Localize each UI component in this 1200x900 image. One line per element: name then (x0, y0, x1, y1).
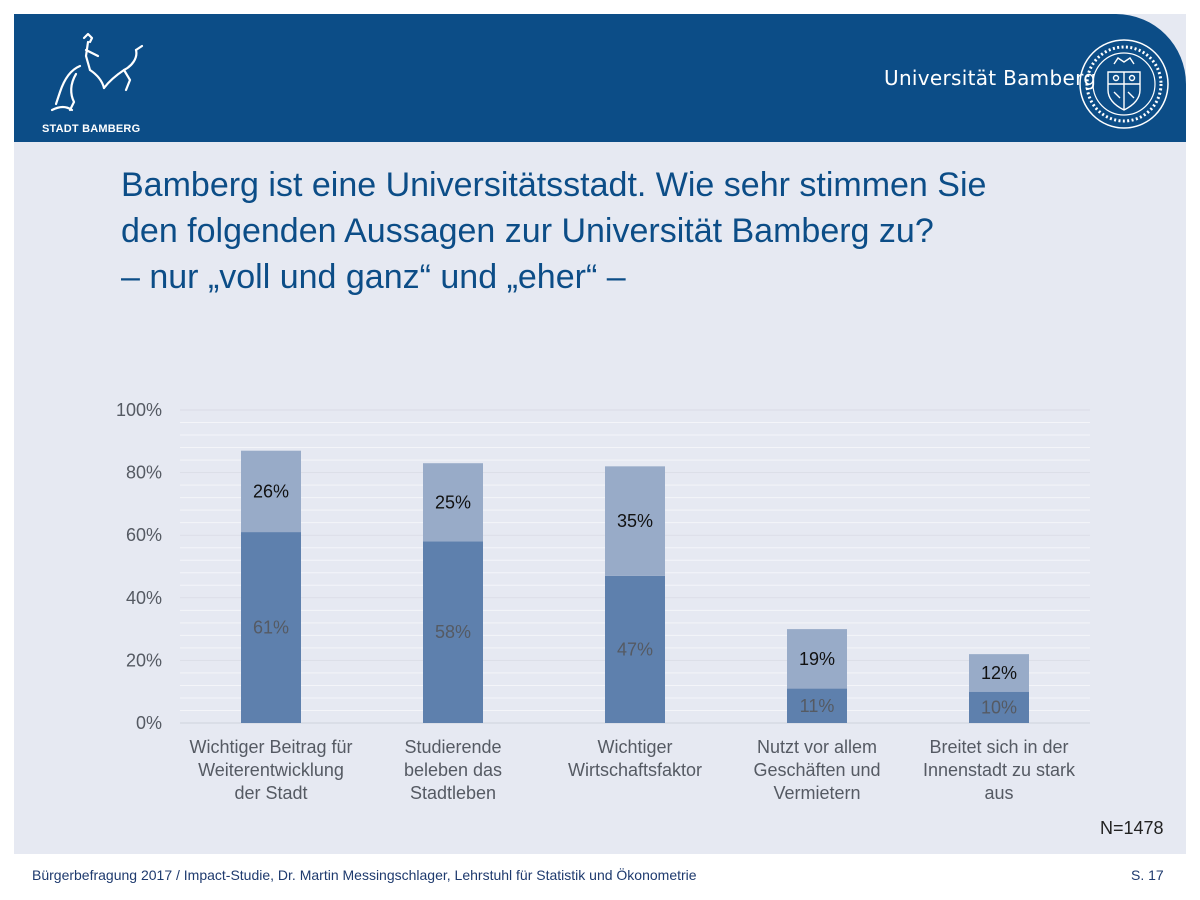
title-line-1: Bamberg ist eine Universitätsstadt. Wie … (121, 166, 987, 204)
category-label: Vermietern (773, 783, 860, 803)
bar-value-label: 19% (799, 649, 835, 669)
category-label: der Stadt (234, 783, 307, 803)
sample-size-note: N=1478 (1100, 818, 1164, 838)
bar-value-label: 47% (617, 639, 653, 659)
city-name: STADT BAMBERG (42, 123, 141, 135)
bar-segment (787, 629, 847, 689)
university-seal-icon (1078, 38, 1170, 130)
bar-segment (605, 575, 665, 723)
bar-value-label: 10% (981, 697, 1017, 717)
category-label: aus (984, 783, 1013, 803)
y-tick-label: 80% (126, 463, 162, 483)
y-tick-label: 0% (136, 713, 162, 733)
category-label: Geschäften und (753, 760, 880, 780)
bar-segment (787, 688, 847, 723)
category-label: Breitet sich in der (929, 737, 1068, 757)
category-label: Innenstadt zu stark (923, 760, 1076, 780)
bar-value-label: 11% (800, 696, 835, 716)
category-label: Studierende (404, 737, 501, 757)
category-label: Wichtiger Beitrag für (189, 737, 352, 757)
category-label: Wirtschaftsfaktor (568, 760, 702, 780)
stacked-bar-chart: 0% 20% 40% 60% 80% 100% 61% 26% Wichtiger Beitra… (116, 400, 1090, 803)
y-tick-label: 100% (116, 400, 162, 420)
bar-segment (423, 541, 483, 723)
category-label: Weiterentwicklung (198, 760, 344, 780)
page-number: S. 17 (1131, 867, 1164, 883)
bar-segment (241, 532, 301, 723)
bar-segment (241, 450, 301, 533)
header-banner: STADT BAMBERG Universität Bamberg (14, 14, 1186, 142)
category-label: Wichtiger (597, 737, 672, 757)
bar-value-label: 58% (435, 622, 471, 642)
y-tick-label: 20% (126, 650, 162, 670)
horse-rider-icon (50, 32, 144, 112)
bar-segment (969, 654, 1029, 692)
category-label: beleben das (404, 760, 502, 780)
university-name: Universität Bamberg (884, 66, 1097, 90)
bar-segment (605, 466, 665, 576)
stadt-bamberg-logo: STADT BAMBERG (40, 30, 150, 135)
bar-value-label: 26% (253, 481, 289, 501)
category-label: Stadtleben (410, 783, 496, 803)
bar-segment (423, 463, 483, 542)
title-line-3: – nur „voll und ganz“ und „eher“ – (121, 258, 626, 296)
bar-value-label: 12% (981, 663, 1017, 683)
title-line-2: den folgenden Aussagen zur Universität B… (121, 212, 934, 250)
footer-source: Bürgerbefragung 2017 / Impact-Studie, Dr… (32, 867, 697, 883)
y-tick-label: 40% (126, 588, 162, 608)
slide-title: Bamberg ist eine Universitätsstadt. Wie … (121, 162, 1121, 300)
bar-value-label: 61% (253, 618, 289, 638)
y-tick-label: 60% (126, 525, 162, 545)
category-label: Nutzt vor allem (757, 737, 877, 757)
bar-value-label: 25% (435, 492, 471, 512)
bar-value-label: 35% (617, 511, 653, 531)
bar-segment (969, 691, 1029, 723)
